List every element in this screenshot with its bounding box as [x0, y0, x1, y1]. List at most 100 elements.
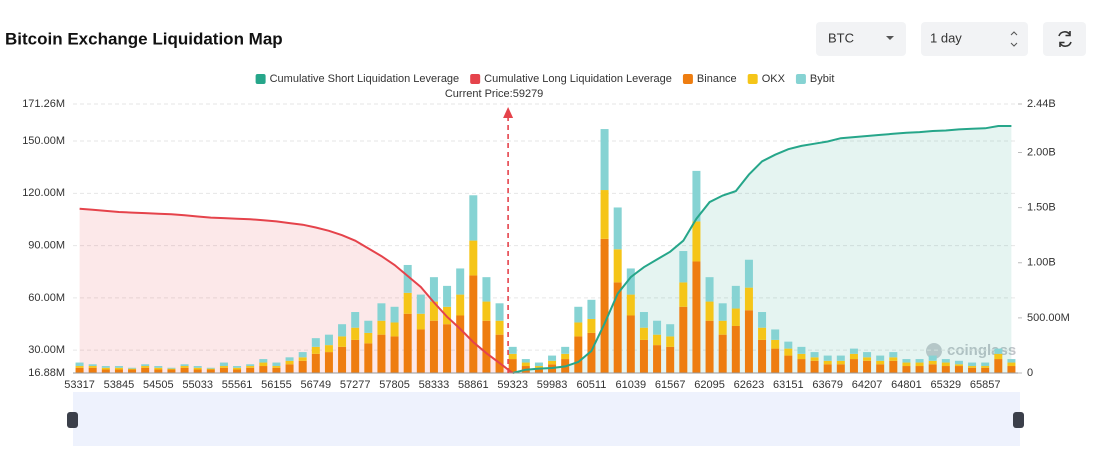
x-tick-label: 55033: [182, 379, 213, 391]
y2-tick-label: 1.00B: [1027, 257, 1056, 269]
legend-label: Bybit: [810, 73, 834, 85]
legend-label: OKX: [762, 73, 786, 85]
bar-segment: [272, 367, 281, 373]
x-tick-label: 61039: [616, 379, 647, 391]
bar-segment: [246, 366, 255, 368]
x-tick-label: 61567: [655, 379, 686, 391]
bar-segment: [889, 360, 898, 373]
select-box[interactable]: [921, 22, 1028, 56]
bar-segment: [377, 303, 386, 321]
bar-segment: [548, 360, 557, 365]
bar-segment: [88, 364, 97, 367]
y2-tick-label: 500.00M: [1027, 312, 1070, 324]
spinner-icon: [1010, 31, 1018, 47]
bar-segment: [351, 339, 360, 373]
slider-handle[interactable]: [67, 412, 78, 428]
select-value[interactable]: BTC: [828, 30, 854, 45]
bar-segment: [561, 346, 570, 354]
bar-segment: [928, 364, 937, 373]
bar-segment: [246, 367, 255, 373]
bar-segment: [298, 360, 307, 373]
bar-segment: [390, 306, 399, 323]
y-tick-label: 16.88M: [28, 367, 65, 379]
bar-segment: [206, 367, 215, 369]
bar-segment: [784, 348, 793, 356]
bar-segment: [705, 277, 714, 302]
bar-segment: [128, 367, 137, 369]
bar-segment: [495, 334, 504, 373]
bar-segment: [797, 353, 806, 360]
bar-segment: [456, 315, 465, 373]
bar-segment: [75, 362, 84, 367]
bar-segment: [902, 359, 911, 363]
bar-segment: [928, 355, 937, 361]
bar-segment: [338, 336, 347, 347]
bar-segment: [626, 268, 635, 295]
bar-segment: [364, 343, 373, 373]
select-box[interactable]: [816, 22, 906, 56]
bar-segment: [600, 129, 609, 191]
bar-segment: [311, 346, 320, 354]
bar-segment: [744, 287, 753, 311]
bar-segment: [889, 357, 898, 361]
bar-segment: [259, 359, 268, 363]
bar-segment: [469, 195, 478, 241]
bar-segment: [915, 359, 924, 363]
bar-segment: [731, 325, 740, 373]
bar-segment: [285, 357, 294, 361]
bar-segment: [141, 366, 150, 368]
x-tick-label: 64801: [891, 379, 922, 391]
zoom-slider[interactable]: [67, 392, 1024, 446]
bar-segment: [876, 364, 885, 373]
bar-segment: [692, 261, 701, 373]
bar-segment: [508, 346, 517, 354]
y2-tick-label: 1.50B: [1027, 202, 1056, 214]
bar-segment: [810, 357, 819, 361]
symbol-select[interactable]: BTC: [816, 22, 906, 56]
bar-segment: [679, 306, 688, 373]
legend-label: Cumulative Short Liquidation Leverage: [270, 73, 460, 85]
select-value[interactable]: 1 day: [930, 30, 962, 45]
bar-segment: [88, 366, 97, 368]
range-select[interactable]: 1 day: [921, 22, 1028, 56]
bar-segment: [495, 320, 504, 335]
bar-segment: [377, 320, 386, 335]
x-tick-label: 53317: [64, 379, 95, 391]
bar-segment: [705, 301, 714, 321]
watermark-logo: [926, 343, 942, 359]
slider-handle[interactable]: [1013, 412, 1024, 428]
line: [79, 207, 514, 374]
button-box[interactable]: [1043, 22, 1086, 56]
refresh-button[interactable]: [1043, 22, 1086, 56]
bar-segment: [692, 221, 701, 262]
x-tick-label: 63679: [812, 379, 843, 391]
bar-segment: [954, 366, 963, 373]
bar-segment: [613, 282, 622, 373]
bar-segment: [364, 320, 373, 333]
x-tick-label: 54505: [143, 379, 174, 391]
bar-segment: [259, 362, 268, 367]
bar-segment: [1007, 366, 1016, 373]
bar-segment: [915, 362, 924, 367]
slider-track[interactable]: [73, 392, 1020, 446]
bar-segment: [324, 334, 333, 346]
bar-segment: [429, 320, 438, 373]
bar-segment: [141, 367, 150, 373]
x-tick-label: 57277: [340, 379, 371, 391]
y-tick-label: 171.26M: [22, 98, 65, 110]
bar-segment: [443, 324, 452, 373]
bar-segment: [128, 369, 137, 373]
bar-segment: [456, 268, 465, 295]
bar-segment: [272, 366, 281, 368]
x-tick-label: 65857: [970, 379, 1001, 391]
bar-segment: [259, 366, 268, 373]
bar-segment: [744, 259, 753, 288]
bar-segment: [863, 360, 872, 373]
bar-segment: [639, 312, 648, 328]
x-tick-label: 58861: [458, 379, 489, 391]
bar-segment: [219, 366, 228, 368]
bar-segment: [889, 352, 898, 358]
bar-segment: [324, 352, 333, 373]
x-tick-label: 60511: [577, 379, 607, 391]
